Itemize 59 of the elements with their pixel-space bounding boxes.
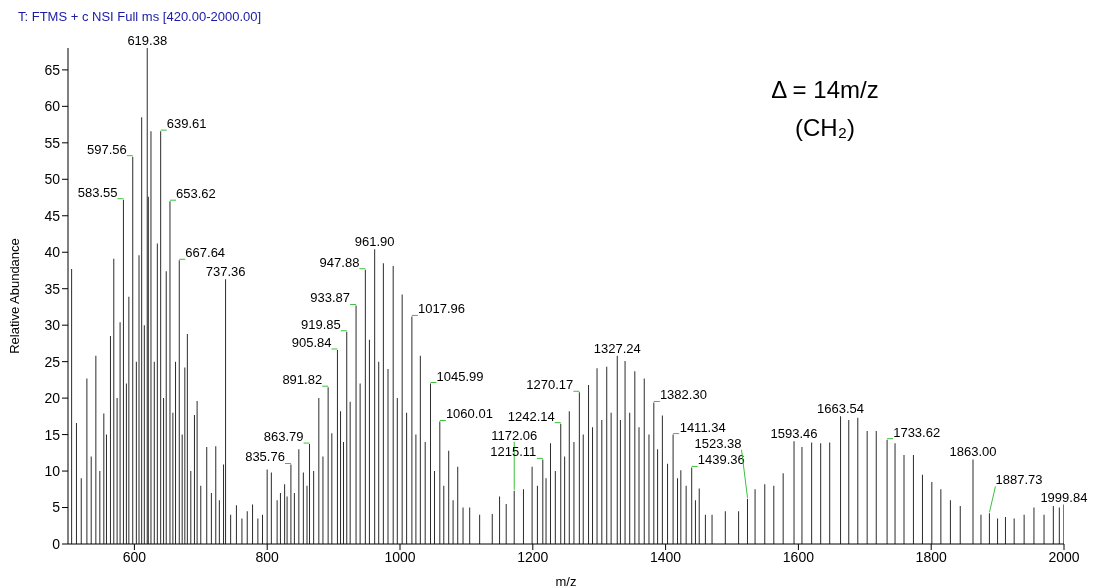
y-tick-label: 45 [44, 207, 61, 224]
y-tick-label: 10 [44, 463, 61, 480]
annotation: 583.55 [77, 184, 118, 200]
annotation: 961.90 [354, 234, 395, 250]
y-tick-label: 35 [44, 280, 61, 297]
annotation: (CH₂) [794, 114, 855, 141]
y-axis-title: Relative Abundance [6, 238, 22, 354]
y-tick-label: 40 [44, 244, 61, 261]
annotation: 1017.96 [417, 301, 465, 317]
annotation: 891.82 [282, 372, 323, 388]
annotation: 639.61 [166, 116, 207, 132]
annotation: 1411.34 [679, 419, 726, 435]
annotation: 1887.73 [995, 472, 1043, 488]
annotation: 835.76 [245, 449, 285, 465]
annotation: 1327.24 [593, 340, 641, 356]
chart-title: T: FTMS + c NSI Full ms [420.00-2000.00] [18, 9, 262, 24]
y-tick-label: 0 [52, 535, 61, 552]
annotation: 933.87 [310, 290, 351, 306]
annotation: 1999.84 [1040, 489, 1088, 505]
y-tick-label: 50 [44, 171, 61, 188]
annotation: 1060.01 [445, 406, 493, 422]
annotation: 1663.54 [817, 401, 865, 417]
x-tick-label: 1600 [782, 548, 815, 565]
y-tick-label: 15 [44, 426, 61, 443]
y-tick-label: 65 [44, 61, 61, 78]
y-tick-label: 55 [44, 134, 61, 151]
annotation: Δ = 14m/z [771, 76, 879, 103]
annotation: 1439.36 [697, 452, 745, 468]
annotation: 1523.38 [694, 435, 742, 451]
annotation: 1382.30 [659, 387, 707, 403]
x-tick-label: 800 [255, 548, 280, 565]
x-tick-label: 1200 [517, 548, 549, 565]
annotation: 947.88 [319, 254, 360, 270]
annotation: 919.85 [301, 316, 341, 332]
annotation: 1045.99 [436, 368, 484, 384]
annotation: 863.79 [263, 429, 304, 445]
x-axis-title: m/z [555, 574, 577, 588]
annotation: 737.36 [205, 264, 246, 280]
annotation: 1172.06 [491, 427, 538, 443]
annotation: 667.64 [185, 245, 226, 261]
y-tick-label: 25 [44, 353, 61, 370]
x-tick-label: 1800 [915, 548, 947, 565]
y-tick-label: 30 [44, 317, 61, 334]
x-tick-label: 1400 [650, 548, 682, 565]
annotation: 597.56 [87, 141, 127, 157]
annotation: 1863.00 [949, 444, 997, 460]
annotation: 905.84 [291, 334, 332, 350]
y-tick-label: 20 [44, 390, 61, 407]
y-tick-label: 5 [52, 499, 61, 516]
x-tick-label: 2000 [1048, 548, 1080, 565]
annotation: 1733.62 [893, 424, 941, 440]
annotation: 1593.46 [770, 426, 818, 442]
annotation: 1270.17 [526, 377, 574, 393]
x-tick-label: 1000 [384, 548, 416, 565]
y-tick-label: 60 [44, 98, 61, 115]
annotation: 653.62 [176, 186, 216, 202]
annotation: 1242.14 [507, 408, 555, 424]
annotation: 619.38 [127, 33, 168, 48]
x-tick-label: 600 [122, 548, 147, 565]
